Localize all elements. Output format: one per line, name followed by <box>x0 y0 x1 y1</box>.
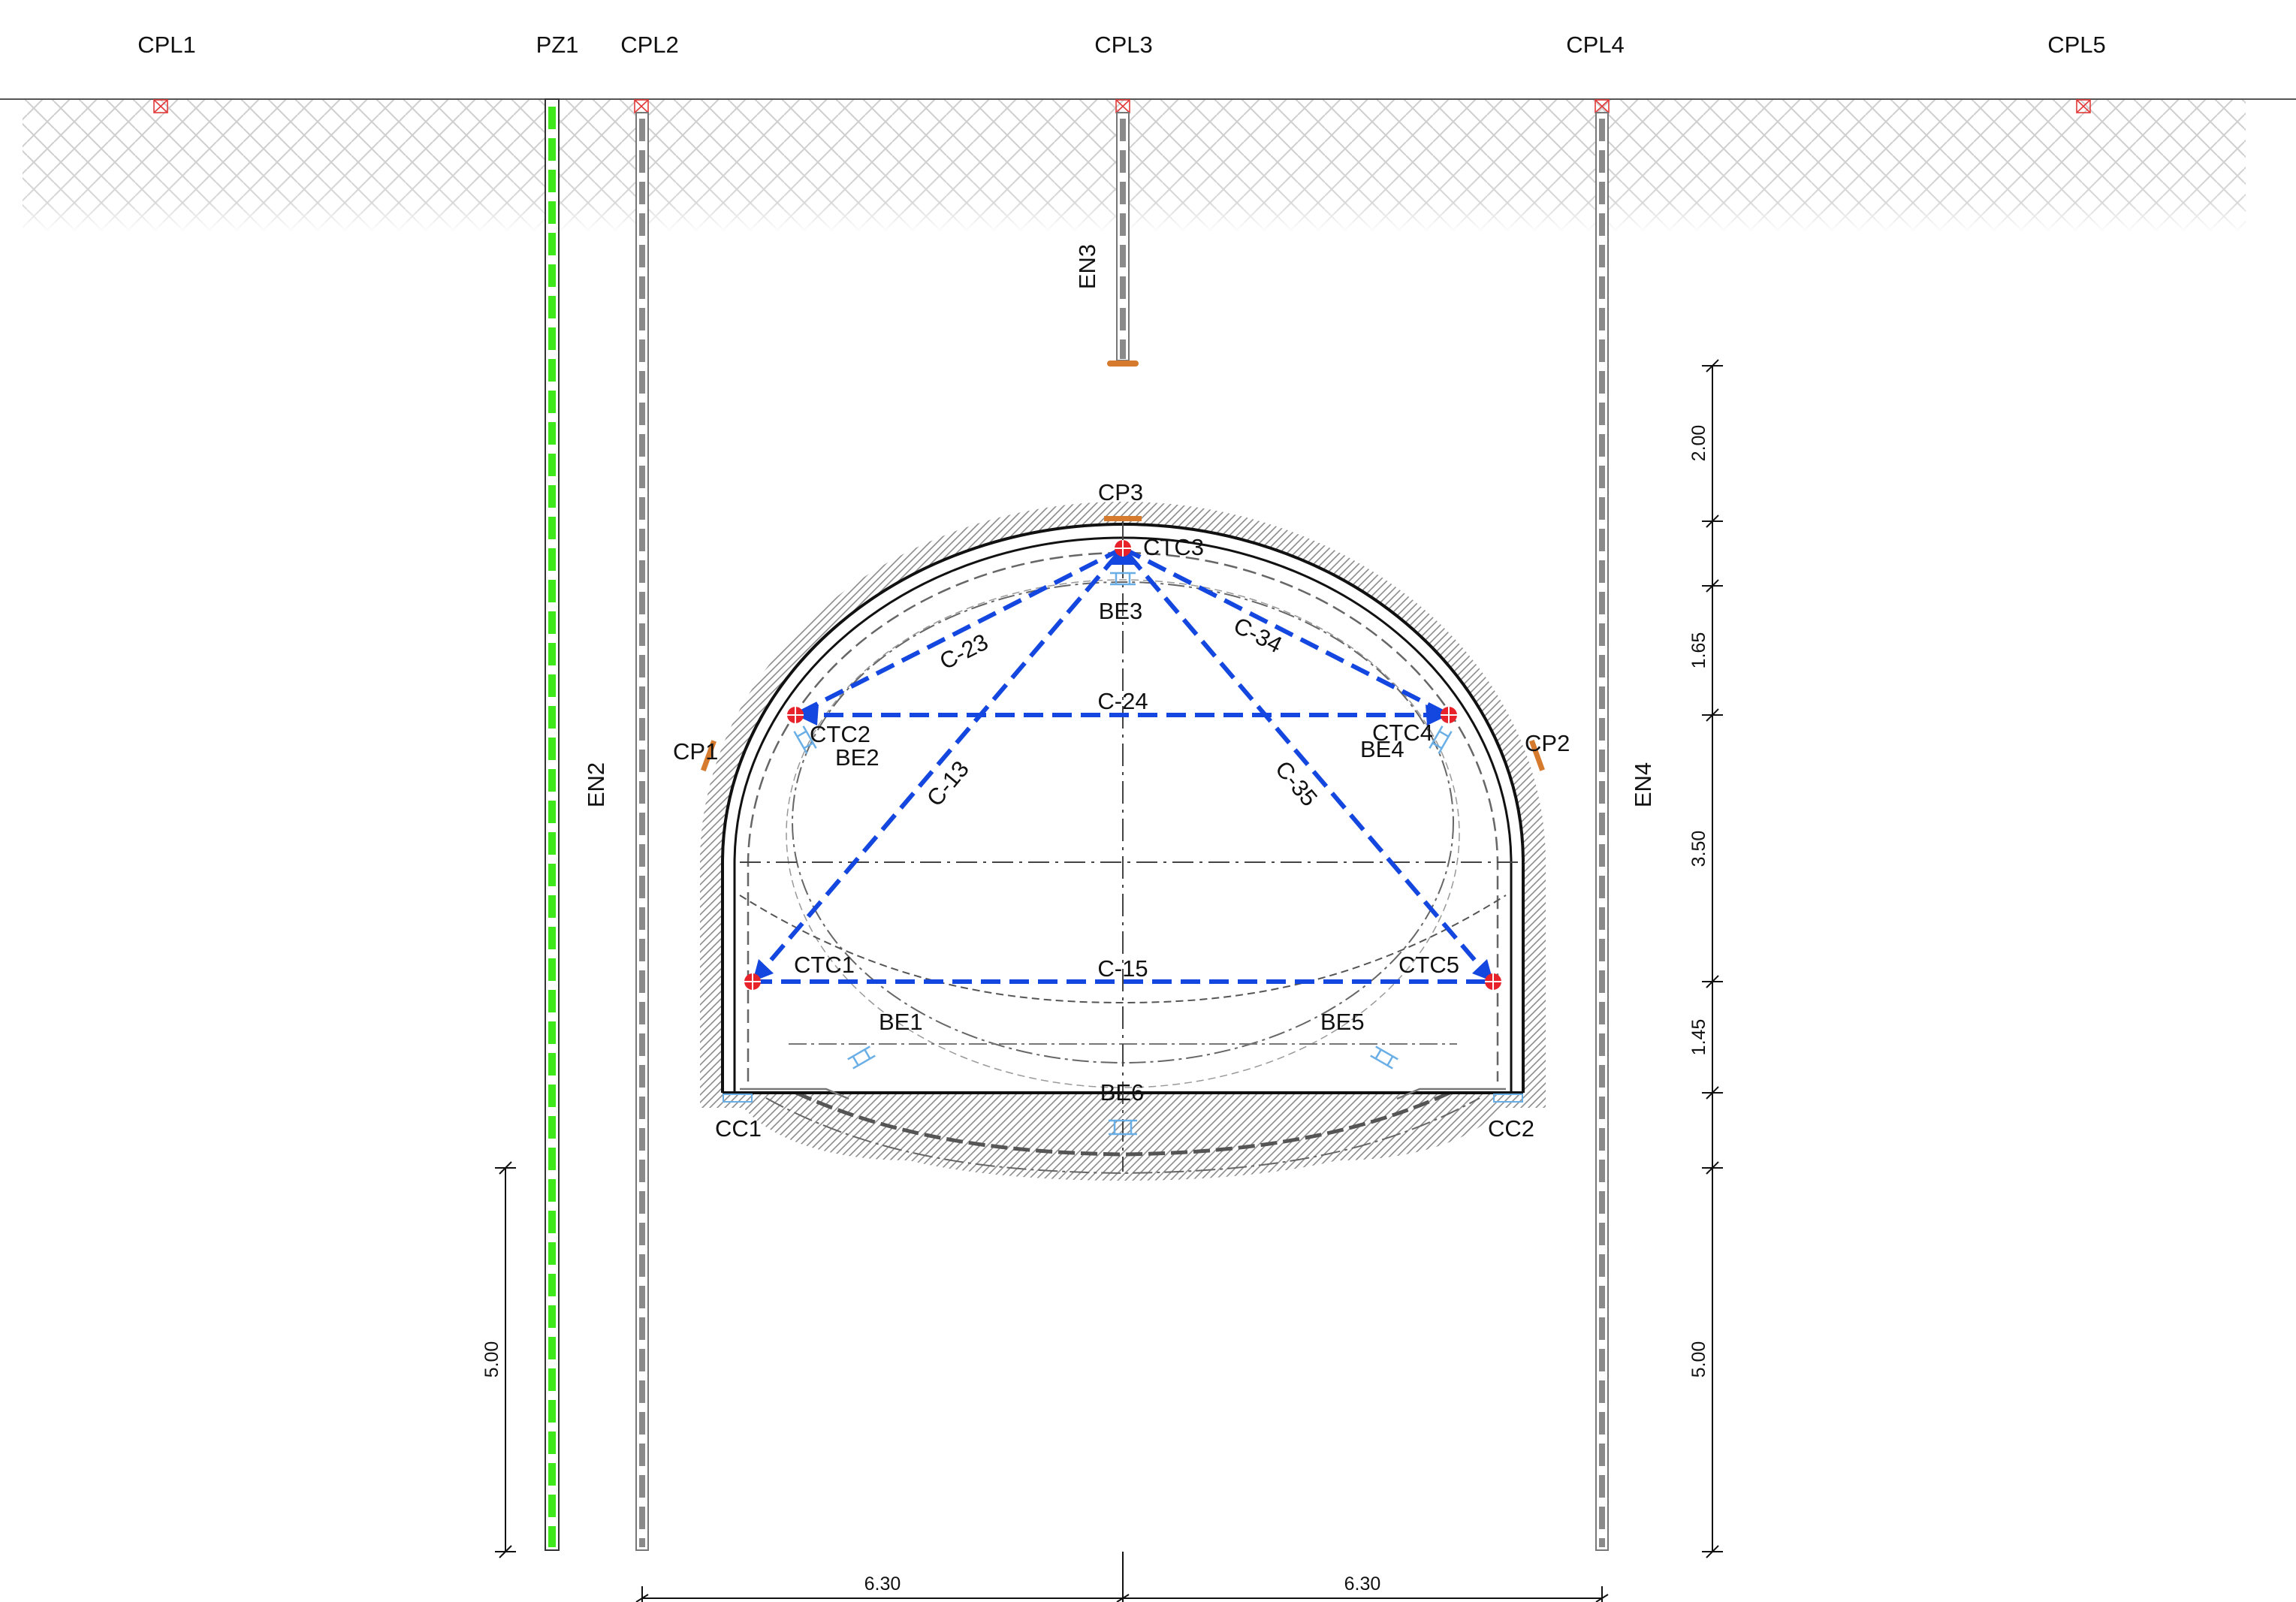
pressure-cell-icon <box>1528 739 1545 771</box>
target-icon <box>1115 540 1131 557</box>
be5-label: BE5 <box>1320 1009 1365 1035</box>
convergence-targets <box>744 540 1501 990</box>
ctc5-label: CTC5 <box>1398 952 1459 978</box>
pressure-cells <box>700 516 1545 1103</box>
strain-gauge-icon <box>1429 726 1453 754</box>
ctc2-label: CTC2 <box>810 721 870 747</box>
strain-gauge-icon <box>847 1045 876 1070</box>
dim-horizontal-right: 6.30 <box>1344 1573 1381 1594</box>
dim-right-mid: 3.50 <box>1688 831 1709 867</box>
extensometer-anchor-icon <box>1107 361 1139 367</box>
strain-gauge-icon <box>1370 1045 1398 1070</box>
strain-gauges <box>793 572 1453 1136</box>
en3-label: EN3 <box>1074 244 1100 289</box>
pressure-cell-icon <box>700 740 717 772</box>
pressure-cell-icon <box>1104 516 1142 521</box>
pressure-cell-icon <box>1493 1094 1523 1103</box>
cpl3-label: CPL3 <box>1094 32 1153 58</box>
cpl5-label: CPL5 <box>2047 32 2106 58</box>
convergence-chords <box>750 546 1495 984</box>
cp1-label: CP1 <box>673 738 718 765</box>
dim-horizontal-left: 6.30 <box>864 1573 901 1594</box>
cc2-label: CC2 <box>1488 1115 1534 1142</box>
cpl1-label: CPL1 <box>137 32 196 58</box>
settlement-marker-icon <box>153 99 168 113</box>
tunnel-interior <box>723 524 1523 1093</box>
target-icon <box>1485 973 1501 990</box>
dim-left-bottom: 5.00 <box>481 1341 502 1378</box>
dim-right-bottom: 5.00 <box>1688 1341 1709 1378</box>
chord-c34 <box>1121 546 1450 717</box>
ground-layer <box>0 98 2296 233</box>
dimension-labels: 2.00 1.65 3.50 1.45 5.00 5.00 6.30 6.30 <box>481 425 1709 1594</box>
invert-line <box>795 1091 1451 1157</box>
cp2-label: CP2 <box>1525 730 1570 756</box>
cpl2-label: CPL2 <box>620 32 679 58</box>
ctc4-label: CTC4 <box>1372 720 1433 746</box>
strain-gauge-icon <box>793 726 817 754</box>
ctc3-label: CTC3 <box>1143 534 1204 560</box>
c24-label: C-24 <box>1097 688 1148 714</box>
tunnel-section <box>700 502 1546 1181</box>
dim-right-top: 2.00 <box>1688 425 1709 462</box>
chord-c13 <box>750 547 1125 983</box>
be6-label: BE6 <box>1100 1079 1145 1106</box>
target-icon <box>744 973 761 990</box>
be4-label: BE4 <box>1360 736 1404 762</box>
extensometer-en2: EN2 <box>583 112 649 1551</box>
piezometer-pz1 <box>545 98 560 1551</box>
be3-label: BE3 <box>1099 598 1143 624</box>
pressure-cell-icon <box>723 1094 753 1103</box>
pz1-label: PZ1 <box>536 32 579 58</box>
dim-right-low: 1.45 <box>1688 1019 1709 1056</box>
target-icon <box>1441 707 1457 723</box>
strain-gauge-icon <box>1110 572 1136 586</box>
dimension-lines <box>495 359 1723 1602</box>
cp3-label: CP3 <box>1098 479 1143 505</box>
en2-label: EN2 <box>583 762 609 807</box>
be1-label: BE1 <box>879 1009 923 1035</box>
strain-gauge-icon <box>1109 1119 1137 1136</box>
extensometer-en3: EN3 <box>1074 112 1139 367</box>
be2-label: BE2 <box>835 744 879 771</box>
c15-label: C-15 <box>1097 955 1148 982</box>
ctc1-label: CTC1 <box>794 952 855 978</box>
dim-right-crown: 1.65 <box>1688 632 1709 669</box>
surface-points: CPL1 PZ1 CPL2 CPL3 CPL4 CPL5 <box>137 32 2106 113</box>
settlement-marker-icon <box>2076 99 2091 113</box>
cpl4-label: CPL4 <box>1566 32 1625 58</box>
chord-c35 <box>1121 547 1495 983</box>
en4-label: EN4 <box>1630 762 1656 807</box>
chord-c23 <box>794 546 1124 717</box>
extensometer-en4: EN4 <box>1595 112 1656 1551</box>
cc1-label: CC1 <box>715 1115 762 1142</box>
target-icon <box>787 707 804 723</box>
